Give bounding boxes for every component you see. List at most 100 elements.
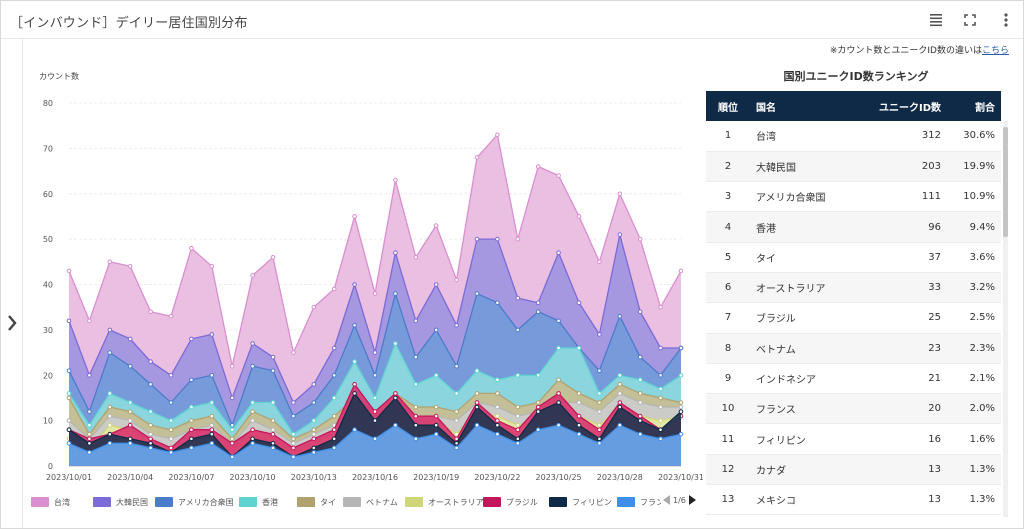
data-point[interactable] <box>168 314 174 319</box>
data-point[interactable] <box>515 404 521 410</box>
data-point[interactable] <box>556 377 561 383</box>
data-point[interactable] <box>250 436 255 442</box>
data-point[interactable] <box>678 268 684 274</box>
data-point[interactable] <box>291 400 296 405</box>
data-point[interactable] <box>597 441 602 446</box>
data-point[interactable] <box>127 409 133 414</box>
table-row[interactable]: 3 アメリカ合衆国 111 10.9% <box>706 182 1001 212</box>
data-point[interactable] <box>66 318 72 324</box>
data-point[interactable] <box>637 354 643 360</box>
data-point[interactable] <box>189 245 194 251</box>
data-point[interactable] <box>454 409 459 414</box>
data-point[interactable] <box>556 422 561 428</box>
data-point[interactable] <box>678 404 684 410</box>
data-point[interactable] <box>127 400 133 405</box>
data-point[interactable] <box>495 132 500 138</box>
menu-icon[interactable] <box>926 10 946 30</box>
data-point[interactable] <box>556 400 561 405</box>
data-point[interactable] <box>433 282 439 287</box>
data-point[interactable] <box>311 436 317 442</box>
legend-item[interactable]: 台湾 <box>31 494 70 510</box>
data-point[interactable] <box>87 450 92 455</box>
data-point[interactable] <box>597 368 602 374</box>
data-point[interactable] <box>352 214 357 219</box>
data-point[interactable] <box>454 323 459 328</box>
data-point[interactable] <box>637 236 643 242</box>
data-point[interactable] <box>597 400 602 405</box>
data-point[interactable] <box>393 341 398 346</box>
data-point[interactable] <box>678 431 684 437</box>
data-point[interactable] <box>229 422 235 428</box>
data-point[interactable] <box>433 404 439 410</box>
data-point[interactable] <box>597 409 602 414</box>
data-point[interactable] <box>535 164 541 169</box>
data-point[interactable] <box>454 277 459 283</box>
data-point[interactable] <box>270 431 276 437</box>
data-point[interactable] <box>433 373 439 378</box>
data-point[interactable] <box>515 327 521 333</box>
data-point[interactable] <box>556 250 561 255</box>
data-point[interactable] <box>637 309 643 314</box>
chevron-right-icon[interactable] <box>5 313 19 333</box>
table-row[interactable]: 7 ブラジル 25 2.5% <box>706 303 1001 334</box>
data-point[interactable] <box>576 214 582 219</box>
table-row[interactable]: 5 タイ 37 3.6% <box>706 242 1001 273</box>
data-point[interactable] <box>291 413 296 419</box>
data-point[interactable] <box>107 441 113 446</box>
data-point[interactable] <box>270 427 276 433</box>
data-point[interactable] <box>617 382 623 387</box>
data-point[interactable] <box>535 309 541 314</box>
data-point[interactable] <box>576 345 582 351</box>
data-point[interactable] <box>148 359 153 364</box>
data-point[interactable] <box>127 336 133 342</box>
data-point[interactable] <box>168 400 174 405</box>
data-point[interactable] <box>250 409 255 414</box>
data-point[interactable] <box>148 441 153 446</box>
data-point[interactable] <box>433 413 439 419</box>
data-point[interactable] <box>189 336 194 342</box>
data-point[interactable] <box>535 373 541 378</box>
data-point[interactable] <box>454 391 459 396</box>
data-point[interactable] <box>107 350 113 355</box>
data-point[interactable] <box>393 395 398 401</box>
data-point[interactable] <box>352 282 357 287</box>
data-point[interactable] <box>556 173 561 178</box>
data-point[interactable] <box>311 304 317 310</box>
data-point[interactable] <box>352 382 357 387</box>
data-point[interactable] <box>658 386 663 392</box>
data-point[interactable] <box>148 309 153 314</box>
data-point[interactable] <box>637 400 643 405</box>
data-point[interactable] <box>127 436 133 442</box>
data-point[interactable] <box>168 445 174 451</box>
data-point[interactable] <box>270 445 276 451</box>
data-point[interactable] <box>637 391 643 396</box>
data-point[interactable] <box>617 391 623 396</box>
data-point[interactable] <box>229 436 235 442</box>
data-point[interactable] <box>515 436 521 442</box>
data-point[interactable] <box>66 391 72 396</box>
data-point[interactable] <box>270 368 276 374</box>
data-point[interactable] <box>413 255 419 260</box>
data-point[interactable] <box>535 427 541 433</box>
data-point[interactable] <box>576 413 582 419</box>
data-point[interactable] <box>495 404 500 410</box>
data-point[interactable] <box>87 422 92 428</box>
data-point[interactable] <box>474 400 480 405</box>
data-point[interactable] <box>474 368 480 374</box>
legend-item[interactable]: ブラジル <box>483 494 538 510</box>
data-point[interactable] <box>270 418 276 423</box>
data-point[interactable] <box>66 427 72 433</box>
data-point[interactable] <box>678 345 684 351</box>
data-point[interactable] <box>291 441 296 446</box>
data-point[interactable] <box>535 404 541 410</box>
data-point[interactable] <box>413 422 419 428</box>
data-point[interactable] <box>474 236 480 242</box>
data-point[interactable] <box>495 377 500 383</box>
data-point[interactable] <box>291 431 296 437</box>
data-point[interactable] <box>209 413 215 419</box>
data-point[interactable] <box>148 445 153 451</box>
data-point[interactable] <box>658 404 663 410</box>
data-point[interactable] <box>270 441 276 446</box>
data-point[interactable] <box>331 373 337 378</box>
data-point[interactable] <box>535 409 541 414</box>
